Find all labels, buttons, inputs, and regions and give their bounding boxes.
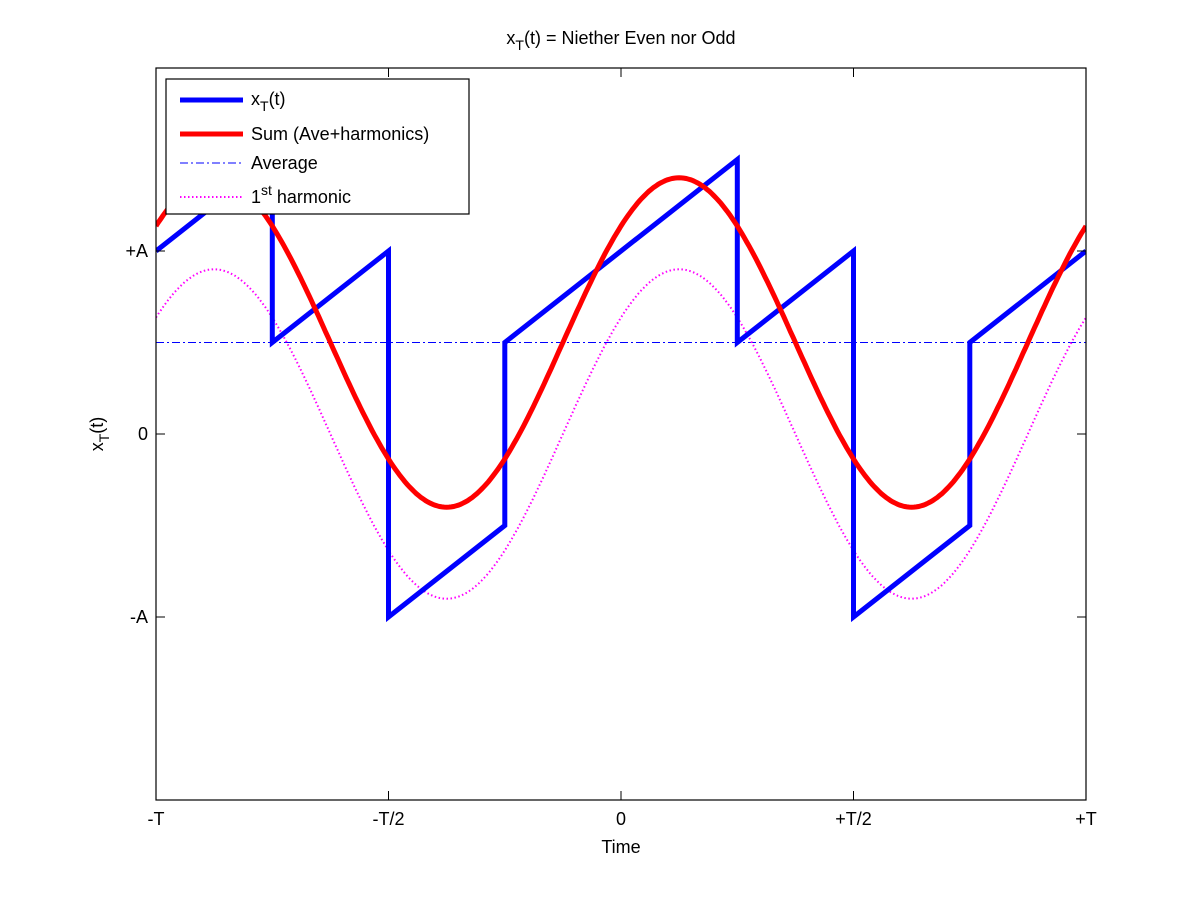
- x-tick-label: +T/2: [835, 809, 872, 829]
- svg-text:xT(t): xT(t): [251, 89, 286, 114]
- y-axis-label: xT(t): [87, 417, 112, 452]
- x-tick-label: -T/2: [372, 809, 404, 829]
- series-1st-harmonic: [156, 268, 1086, 600]
- svg-text:Average: Average: [251, 153, 318, 173]
- series-sum-ave-harmonics-: [156, 175, 1086, 510]
- legend-item-first-harmonic: 1st harmonic: [180, 182, 351, 207]
- x-tick-label: +T: [1075, 809, 1097, 829]
- series-x-t-t-: [156, 154, 1086, 623]
- y-tick-label: +A: [125, 241, 148, 261]
- x-tick-label: 0: [616, 809, 626, 829]
- legend: xT(t) Sum (Ave+harmonics) Average 1st ha…: [165, 78, 470, 215]
- axis-ticks: -T -T/2 0 +T/2 +T -A 0 +A: [125, 68, 1097, 829]
- legend-item-signal: xT(t): [180, 89, 286, 114]
- legend-item-average: Average: [180, 153, 318, 173]
- svg-text:Sum (Ave+harmonics): Sum (Ave+harmonics): [251, 124, 429, 144]
- x-axis-label: Time: [601, 837, 640, 857]
- svg-text:1st harmonic: 1st harmonic: [251, 182, 351, 207]
- x-tick-label: -T: [148, 809, 165, 829]
- chart-title: xT(t) = Niether Even nor Odd: [506, 28, 735, 53]
- legend-item-sum: Sum (Ave+harmonics): [180, 124, 429, 144]
- plot-area: [156, 154, 1086, 623]
- y-tick-label: 0: [138, 424, 148, 444]
- y-tick-label: -A: [130, 607, 148, 627]
